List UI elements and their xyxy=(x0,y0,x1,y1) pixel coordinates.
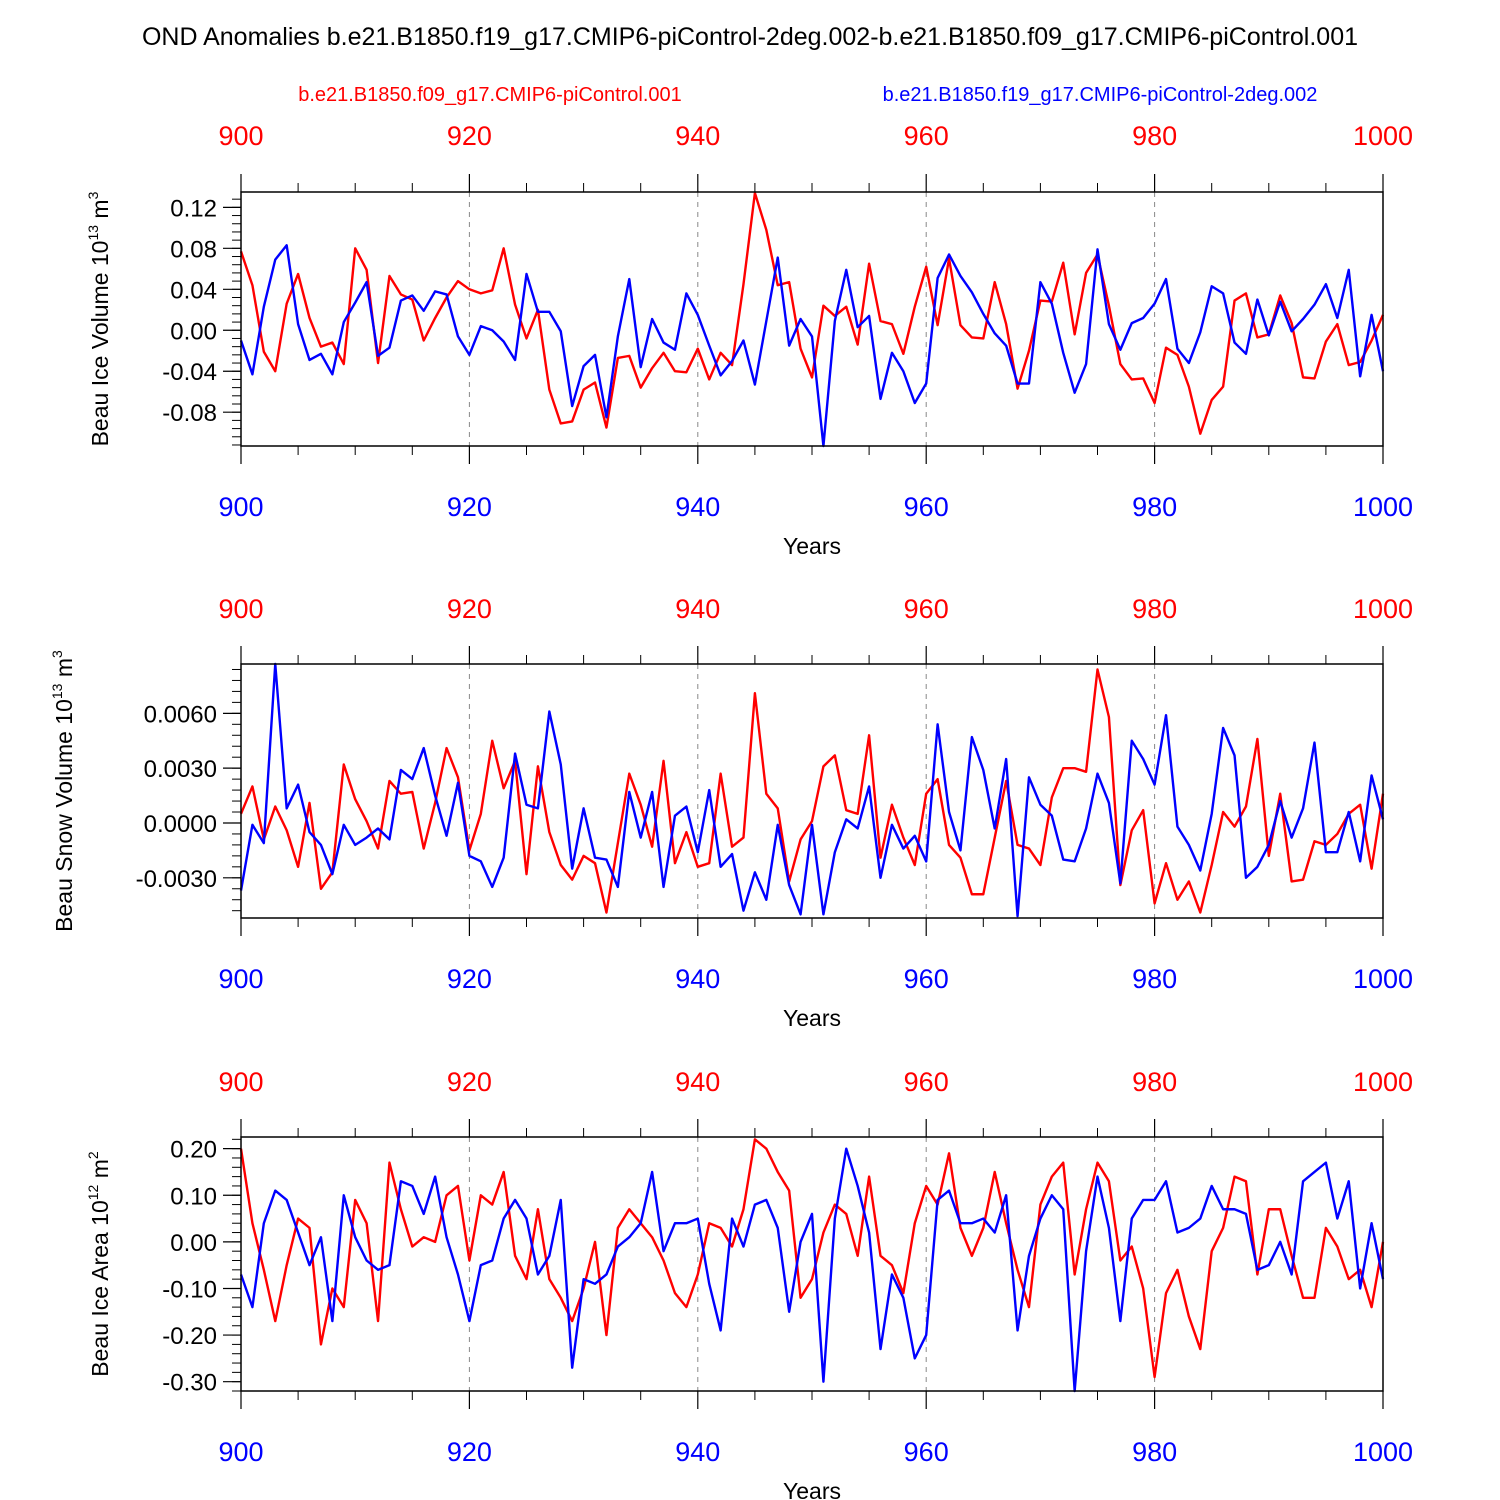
x-tick-label-bottom: 900 xyxy=(218,1437,263,1467)
y-axis-label: Beau Snow Volume 1013 m3 xyxy=(49,650,77,932)
y-tick-label: 0.0000 xyxy=(144,811,217,838)
panels: 900 900 920 920 940 940 960 960 980 980 1000 1000 -0… xyxy=(49,121,1413,1500)
y-tick-label: 0.20 xyxy=(170,1137,217,1164)
x-tick-label-bottom: 920 xyxy=(447,1437,492,1467)
x-tick-label-top: 960 xyxy=(904,121,949,151)
x-tick-label-bottom: 900 xyxy=(218,964,263,994)
y-tick-label: 0.0060 xyxy=(144,701,217,728)
x-tick-label-bottom: 1000 xyxy=(1353,492,1413,522)
x-tick-label-bottom: 920 xyxy=(447,492,492,522)
chart-panel-2: 900 900 920 920 940 940 960 960 980 980 1000 1000 -0… xyxy=(49,594,1413,1031)
series-line-blue xyxy=(239,244,1385,448)
x-axis-label: Years xyxy=(783,1478,841,1500)
x-tick-label-top: 1000 xyxy=(1353,121,1413,151)
x-tick-label-top: 900 xyxy=(218,121,263,151)
y-tick-label: 0.0030 xyxy=(144,756,217,783)
x-tick-label-top: 940 xyxy=(675,594,720,624)
x-tick-label-bottom: 980 xyxy=(1132,1437,1177,1467)
x-tick-label-bottom: 1000 xyxy=(1353,964,1413,994)
y-tick-label: 0.00 xyxy=(170,318,217,345)
x-tick-label-bottom: 980 xyxy=(1132,964,1177,994)
x-tick-label-top: 900 xyxy=(218,1067,263,1097)
x-tick-label-bottom: 1000 xyxy=(1353,1437,1413,1467)
x-tick-label-top: 960 xyxy=(904,1067,949,1097)
y-axis-label: Beau Ice Area 1012 m2 xyxy=(85,1151,113,1377)
x-tick-label-top: 980 xyxy=(1132,121,1177,151)
x-tick-label-top: 900 xyxy=(218,594,263,624)
x-tick-label-bottom: 960 xyxy=(904,1437,949,1467)
legend-label-blue-run: b.e21.B1850.f19_g17.CMIP6-piControl-2deg… xyxy=(883,84,1318,106)
x-tick-label-bottom: 960 xyxy=(904,964,949,994)
x-axis-label: Years xyxy=(783,1005,841,1031)
x-tick-label-top: 920 xyxy=(447,1067,492,1097)
x-tick-label-bottom: 940 xyxy=(675,1437,720,1467)
x-tick-label-top: 1000 xyxy=(1353,594,1413,624)
x-tick-label-bottom: 920 xyxy=(447,964,492,994)
x-tick-label-bottom: 940 xyxy=(675,964,720,994)
chart-panel-3: 900 900 920 920 940 940 960 960 980 980 1000 1000 -0… xyxy=(85,1067,1413,1500)
x-tick-label-bottom: 940 xyxy=(675,492,720,522)
x-tick-label-top: 920 xyxy=(447,594,492,624)
plot-frame xyxy=(240,191,1384,447)
series-line-red xyxy=(239,1138,1385,1379)
y-tick-label: -0.10 xyxy=(162,1276,217,1303)
x-tick-label-top: 1000 xyxy=(1353,1067,1413,1097)
chart-panel-1: 900 900 920 920 940 940 960 960 980 980 1000 1000 -0… xyxy=(85,121,1413,559)
x-tick-label-top: 980 xyxy=(1132,594,1177,624)
x-tick-label-top: 940 xyxy=(675,1067,720,1097)
x-tick-label-top: 980 xyxy=(1132,1067,1177,1097)
x-tick-label-bottom: 960 xyxy=(904,492,949,522)
y-tick-label: 0.00 xyxy=(170,1230,217,1257)
x-tick-label-top: 940 xyxy=(675,121,720,151)
figure-title: OND Anomalies b.e21.B1850.f19_g17.CMIP6-… xyxy=(142,23,1358,51)
y-tick-label: 0.12 xyxy=(170,195,217,222)
y-tick-label: -0.08 xyxy=(162,400,217,427)
y-tick-label: -0.04 xyxy=(162,359,217,386)
plot-frame xyxy=(240,1136,1384,1392)
y-tick-label: -0.30 xyxy=(162,1370,217,1397)
y-tick-label: -0.20 xyxy=(162,1323,217,1350)
series-line-blue xyxy=(239,662,1385,918)
x-tick-label-top: 960 xyxy=(904,594,949,624)
y-tick-label: 0.04 xyxy=(170,277,217,304)
plot-frame xyxy=(240,663,1384,919)
x-tick-label-top: 920 xyxy=(447,121,492,151)
y-tick-label: -0.0030 xyxy=(136,866,217,893)
legend-label-red-run: b.e21.B1850.f09_g17.CMIP6-piControl.001 xyxy=(298,84,682,106)
x-tick-label-bottom: 980 xyxy=(1132,492,1177,522)
y-axis-label: Beau Ice Volume 1013 m3 xyxy=(85,191,113,446)
series-line-blue xyxy=(239,1147,1385,1393)
x-axis-label: Years xyxy=(783,533,841,559)
y-tick-label: 0.08 xyxy=(170,236,217,263)
y-tick-label: 0.10 xyxy=(170,1183,217,1210)
series-line-red xyxy=(239,668,1385,914)
x-tick-label-bottom: 900 xyxy=(218,492,263,522)
series-line-red xyxy=(239,191,1385,435)
